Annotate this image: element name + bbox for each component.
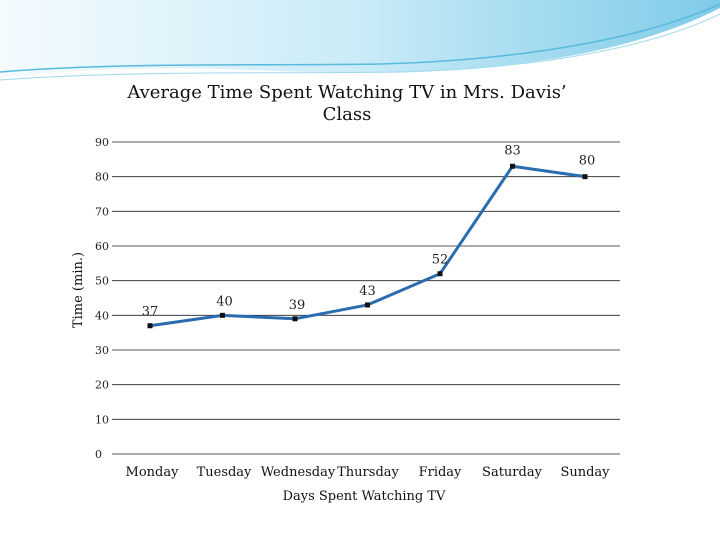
data-label: 39 (289, 298, 306, 313)
data-point (437, 271, 443, 277)
data-label: 40 (216, 294, 233, 309)
data-point (220, 312, 225, 318)
chart-title-line: Class (323, 104, 372, 125)
x-tick-label: Friday (419, 465, 462, 480)
data-point (292, 316, 298, 322)
data-label: 52 (432, 253, 449, 268)
data-point (147, 323, 153, 329)
y-tick-label: 20 (95, 379, 109, 392)
data-point (510, 163, 515, 169)
y-tick-label: 90 (95, 136, 109, 149)
y-tick-labels: 0 10 20 30 40 50 60 70 80 90 (95, 136, 109, 461)
data-point (582, 174, 588, 180)
y-tick-label: 0 (95, 448, 102, 461)
y-tick-label: 10 (95, 413, 109, 426)
banner-wave-line-1 (0, 3, 720, 73)
x-tick-label: Thursday (337, 465, 399, 480)
banner-wave-fill (0, 0, 720, 78)
y-tick-label: 70 (95, 205, 109, 218)
x-tick-label: Tuesday (197, 465, 252, 480)
banner-wave-line-2 (0, 13, 720, 81)
x-tick-label: Monday (126, 465, 180, 480)
data-label: 83 (504, 143, 521, 158)
x-tick-label: Wednesday (261, 465, 336, 480)
chart-title: Average Time Spent Watching TV in Mrs. D… (126, 82, 566, 125)
decorative-banner (0, 0, 720, 81)
y-tick-label: 60 (95, 240, 109, 253)
data-label: 43 (359, 284, 376, 299)
chart-title-line: Average Time Spent Watching TV in Mrs. D… (126, 82, 566, 103)
y-tick-label: 40 (95, 309, 109, 322)
data-label: 80 (579, 154, 596, 169)
series-line-group (147, 163, 588, 329)
x-axis-label: Days Spent Watching TV (283, 489, 446, 504)
y-tick-label: 50 (95, 275, 109, 288)
x-tick-labels: Monday Tuesday Wednesday Thursday Friday Satu… (126, 465, 611, 480)
y-tick-label: 80 (95, 171, 109, 184)
y-tick-label: 30 (95, 344, 109, 357)
x-tick-label: Sunday (560, 465, 610, 480)
data-label: 37 (142, 305, 159, 320)
x-tick-label: Saturday (482, 465, 543, 480)
data-labels: 37 40 39 43 52 83 80 (142, 143, 596, 319)
gridlines (112, 141, 620, 455)
data-point (365, 302, 370, 308)
y-axis-label: Time (min.) (71, 252, 86, 328)
